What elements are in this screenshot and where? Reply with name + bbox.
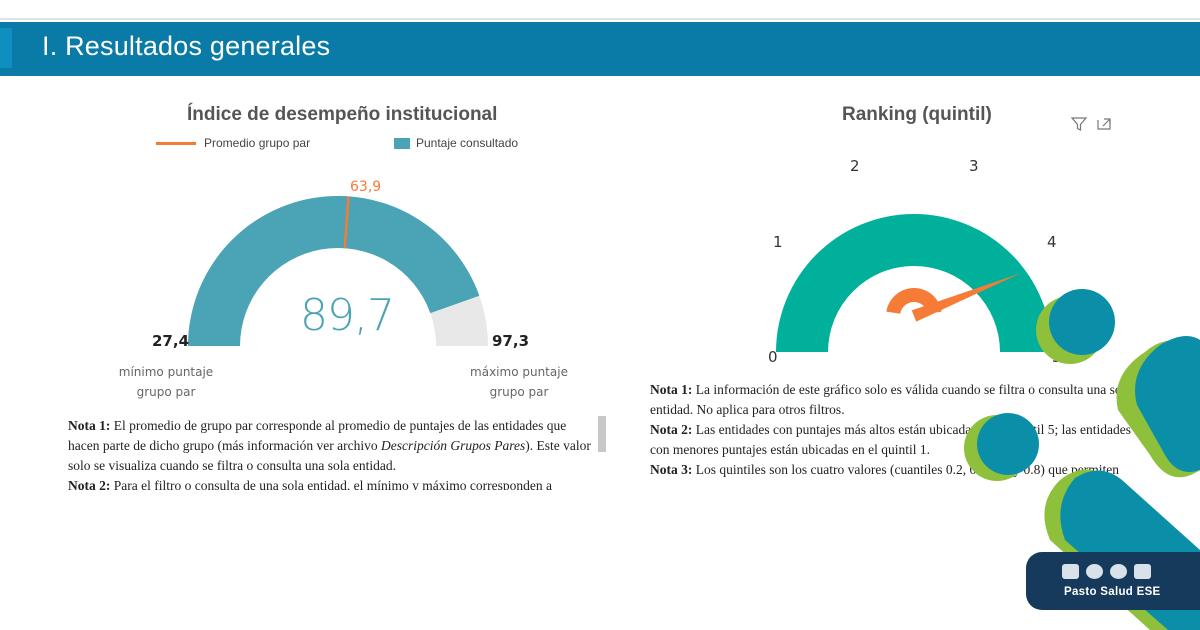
filter-icon[interactable] [1071, 116, 1087, 132]
gauge-max-caption: máximo puntaje grupo par [470, 365, 568, 399]
gauge-min-caption: mínimo puntaje grupo par [118, 365, 214, 399]
header-accent [0, 28, 12, 68]
decor-teal-band [1135, 336, 1200, 473]
left-note-2: Nota 2: Para el filtro o consulta de una… [68, 478, 553, 490]
section-header: I. Resultados generales [0, 22, 1200, 76]
left-notes: Nota 1: El promedio de grupo par corresp… [68, 416, 593, 490]
social-icons [1062, 564, 1151, 579]
twitter-icon[interactable] [1110, 564, 1127, 579]
gauge-min-value: 27,4 [152, 332, 190, 350]
youtube-icon[interactable] [1134, 564, 1151, 579]
left-chart-title: Índice de desempeño institucional [187, 104, 498, 125]
right-note-1: Nota 1: La información de este gráfico s… [650, 382, 1132, 417]
legend-line-label[interactable]: Promedio grupo par [204, 136, 311, 150]
quintil-tick-4: 4 [1047, 233, 1057, 251]
facebook-icon[interactable] [1062, 564, 1079, 579]
brand-badge: Pasto Salud ESE [1026, 552, 1200, 610]
brand-name: Pasto Salud ESE [1064, 586, 1161, 598]
legend-bar-swatch [394, 137, 410, 149]
ranking-arc [776, 214, 1052, 352]
quintil-tick-3: 3 [969, 157, 979, 175]
ranking-needle [911, 273, 1021, 322]
focus-mode-icon[interactable] [1096, 116, 1112, 132]
gauge-value-arc [188, 195, 480, 346]
gauge-target-marker [343, 196, 350, 249]
quintil-tick-0: 0 [768, 348, 778, 366]
left-legend-bar: Puntaje consultado [394, 136, 518, 150]
gauge-value: 89,7 [300, 290, 395, 341]
quintil-tick-1: 1 [773, 233, 783, 251]
section-title: I. Resultados generales [42, 31, 331, 61]
gauge-target-label: 63,9 [350, 179, 382, 195]
left-legend: Promedio grupo par [156, 136, 310, 150]
instagram-icon[interactable] [1086, 564, 1103, 579]
legend-bar-label[interactable]: Puntaje consultado [416, 136, 519, 150]
quintil-tick-2: 2 [850, 157, 860, 175]
legend-line-swatch [156, 141, 196, 145]
left-notes-scrollbar[interactable] [598, 416, 606, 452]
left-note-1: Nota 1: El promedio de grupo par corresp… [68, 418, 591, 473]
gauge-max-value: 97,3 [492, 332, 530, 350]
right-chart-title: Ranking (quintil) [842, 104, 992, 125]
decor-teal-dot [1049, 289, 1115, 355]
right-notes: Nota 1: La información de este gráfico s… [650, 380, 1150, 484]
decor-teal-dot-2 [977, 413, 1039, 475]
top-divider [0, 18, 1200, 20]
